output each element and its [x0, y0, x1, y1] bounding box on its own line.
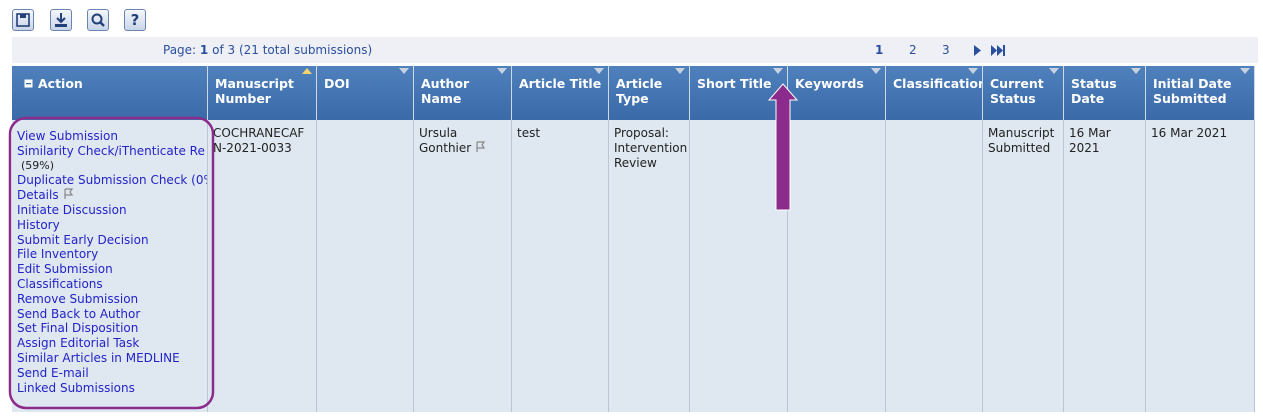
save-button[interactable]	[12, 9, 34, 31]
action-link[interactable]: Linked Submissions	[17, 380, 135, 395]
action-link[interactable]: Similar Articles in MEDLINE	[17, 350, 180, 365]
action-cell: View Submission Similarity Check/iThentic…	[12, 120, 208, 412]
minus-box	[24, 79, 33, 88]
page-link[interactable]: 2	[909, 43, 917, 57]
action-link[interactable]: Set Final Disposition	[17, 321, 139, 336]
column-header[interactable]: Short Title	[690, 66, 788, 120]
table-cell	[788, 120, 886, 412]
action-link[interactable]: Similarity Check/iThenticate Re	[17, 143, 205, 158]
header-text: Article Type	[616, 76, 663, 106]
column-header[interactable]: Current Status	[983, 66, 1064, 120]
search-icon	[91, 13, 105, 27]
header-text: Classification	[893, 76, 983, 91]
page-info: Page: 1 of 3 (21 total submissions)	[163, 43, 372, 57]
sort-indicator[interactable]	[871, 68, 881, 74]
column-header[interactable]: Action	[12, 66, 208, 120]
action-link[interactable]: Edit Submission	[17, 262, 113, 277]
action-link[interactable]: Submit Early Decision	[17, 232, 149, 247]
action-link[interactable]: (59%)	[21, 158, 55, 172]
table-cell: Proposal: Intervention Review	[609, 120, 690, 412]
help-button[interactable]: ?	[124, 9, 146, 31]
column-header[interactable]: Initial Date Submitted	[1146, 66, 1255, 120]
sort-indicator[interactable]	[594, 68, 604, 74]
header-text: Keywords	[795, 76, 864, 91]
action-link[interactable]: Details	[17, 188, 203, 203]
column-header[interactable]: Keywords	[788, 66, 886, 120]
header-text: Action	[38, 76, 83, 91]
sort-indicator[interactable]	[497, 68, 507, 74]
column-header[interactable]: Article Type	[609, 66, 690, 120]
table-cell: COCHRANECAFN-2021-0033	[208, 120, 317, 412]
header-text: Author Name	[421, 76, 470, 106]
search-button[interactable]	[87, 9, 109, 31]
header-text: Current Status	[990, 76, 1044, 106]
action-link[interactable]: Send E-mail	[17, 365, 89, 380]
table-cell	[690, 120, 788, 412]
column-header[interactable]: Article Title	[512, 66, 609, 120]
table-cell: test	[512, 120, 609, 412]
page-summary: of 3 (21 total submissions)	[212, 43, 373, 57]
download-button[interactable]	[50, 9, 72, 31]
collapse-icon[interactable]	[24, 76, 38, 91]
header-text: DOI	[324, 76, 350, 91]
sort-indicator[interactable]	[1131, 68, 1141, 74]
flag-icon	[476, 141, 486, 152]
download-icon	[55, 13, 67, 27]
header-text: Short Title	[697, 76, 772, 91]
column-header[interactable]: Status Date	[1064, 66, 1146, 120]
page-link[interactable]: 3	[942, 43, 950, 57]
sort-indicator[interactable]	[1049, 68, 1059, 74]
sort-indicator[interactable]	[302, 68, 312, 74]
action-link[interactable]: Remove Submission	[17, 291, 139, 306]
column-header[interactable]: DOI	[317, 66, 414, 120]
sort-indicator[interactable]	[1240, 68, 1250, 74]
sort-indicator[interactable]	[675, 68, 685, 74]
table-cell	[886, 120, 983, 412]
sort-indicator[interactable]	[399, 68, 409, 74]
page-nav[interactable]	[972, 44, 1008, 58]
current-page: 1	[199, 43, 209, 57]
save-icon	[16, 13, 30, 27]
action-link[interactable]: View Submission	[17, 129, 118, 143]
table-cell: 16 Mar 2021	[1064, 120, 1146, 412]
action-link[interactable]: File Inventory	[17, 247, 99, 262]
action-link[interactable]: Initiate Discussion	[17, 202, 127, 217]
pagination-bar	[12, 37, 1258, 63]
action-link[interactable]: Send Back to Author	[17, 306, 141, 321]
sort-indicator[interactable]	[773, 68, 783, 74]
header-text: Article Title	[519, 76, 602, 91]
header-text: Initial Date Submitted	[1153, 76, 1232, 106]
table-cell	[317, 120, 414, 412]
action-link[interactable]: Duplicate Submission Check (0%	[17, 173, 208, 188]
header-text: Status Date	[1071, 76, 1117, 106]
table-cell: Manuscript Submitted	[983, 120, 1064, 412]
action-link[interactable]: Classifications	[17, 276, 103, 291]
flag-icon	[64, 188, 73, 200]
sort-indicator[interactable]	[968, 68, 978, 74]
action-link[interactable]: History	[17, 217, 60, 232]
column-header[interactable]: Author Name	[414, 66, 512, 120]
table-cell: Ursula Gonthier	[414, 120, 512, 412]
column-header[interactable]: Manuscript Number	[208, 66, 317, 120]
action-link[interactable]: Assign Editorial Task	[17, 336, 140, 351]
table-cell: 16 Mar 2021	[1146, 120, 1255, 412]
page-label: Page:	[163, 43, 197, 57]
page-link[interactable]: 1	[875, 43, 884, 57]
header-text: Manuscript Number	[215, 76, 294, 106]
column-header[interactable]: Classification	[886, 66, 983, 120]
